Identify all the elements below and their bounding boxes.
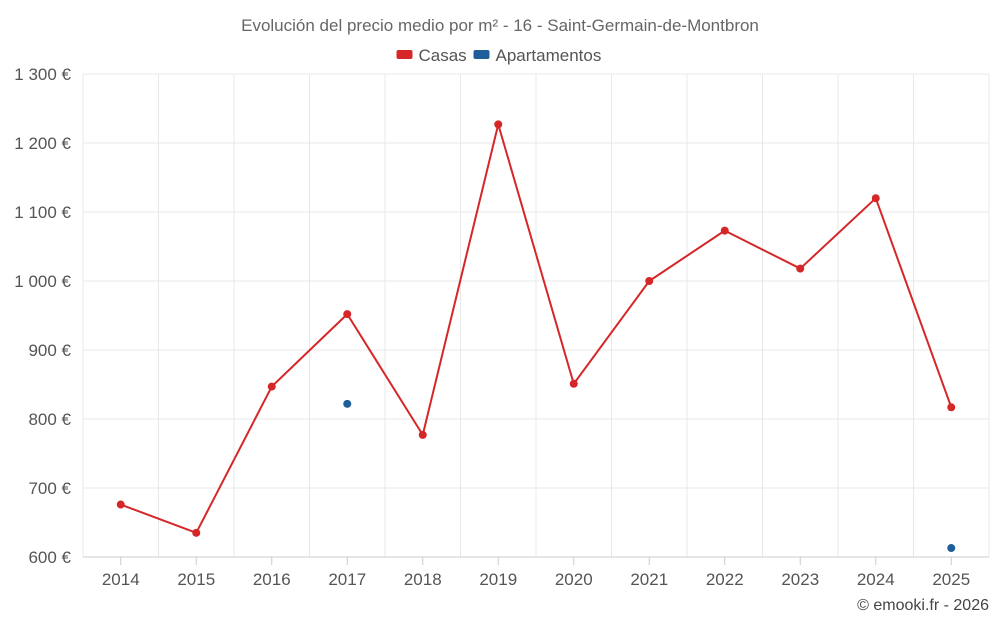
y-tick-label: 700 € <box>28 479 71 498</box>
x-tick-label: 2021 <box>630 570 668 589</box>
legend-label: Casas <box>419 46 467 65</box>
series-line-casas <box>120 123 953 534</box>
data-point-casas[interactable] <box>569 379 578 388</box>
x-tick-label: 2020 <box>555 570 593 589</box>
data-point-apartamentos[interactable] <box>343 399 352 408</box>
axes: 600 € 700 € 800 € 900 € 1 000 € 1 100 € 1 200 … <box>14 65 989 589</box>
x-tick-label: 2022 <box>706 570 744 589</box>
x-tick-label: 2018 <box>404 570 442 589</box>
x-tick-label: 2017 <box>328 570 366 589</box>
data-point-casas[interactable] <box>267 382 276 391</box>
legend-item-casas[interactable]: Casas <box>396 46 467 65</box>
y-tick-label: 1 200 € <box>14 134 71 153</box>
data-point-casas[interactable] <box>720 226 729 235</box>
x-tick-label: 2025 <box>932 570 970 589</box>
legend-swatch <box>473 50 490 59</box>
data-point-casas[interactable] <box>418 430 427 439</box>
x-tick-label: 2016 <box>253 570 291 589</box>
y-tick-label: 1 100 € <box>14 203 71 222</box>
data-point-casas[interactable] <box>494 120 503 129</box>
data-point-casas[interactable] <box>645 277 654 285</box>
y-tick-label: 900 € <box>28 341 71 360</box>
y-tick-label: 1 300 € <box>14 65 71 84</box>
data-point-casas[interactable] <box>871 194 880 203</box>
y-tick-label: 800 € <box>28 410 71 429</box>
legend: Casas Apartamentos <box>396 46 602 65</box>
series-layer <box>116 120 956 553</box>
x-tick-label: 2019 <box>479 570 517 589</box>
y-tick-label: 600 € <box>28 548 71 567</box>
legend-item-apartamentos[interactable]: Apartamentos <box>473 46 602 65</box>
x-tick-label: 2014 <box>102 570 140 589</box>
data-point-casas[interactable] <box>343 310 352 319</box>
x-tick-label: 2015 <box>177 570 215 589</box>
y-tick-label: 1 000 € <box>14 272 71 291</box>
series-apartamentos <box>343 399 956 553</box>
data-point-casas[interactable] <box>192 528 201 537</box>
legend-swatch <box>396 50 413 59</box>
data-point-apartamentos[interactable] <box>947 544 956 553</box>
chart-title: Evolución del precio medio por m² - 16 -… <box>241 16 759 35</box>
data-point-casas[interactable] <box>796 264 805 273</box>
grid <box>82 73 990 558</box>
series-casas <box>116 120 956 537</box>
x-tick-label: 2024 <box>857 570 895 589</box>
legend-label: Apartamentos <box>496 46 602 65</box>
data-point-casas[interactable] <box>947 403 956 412</box>
data-point-casas[interactable] <box>116 500 125 509</box>
credit-text: © emooki.fr - 2026 <box>857 597 989 614</box>
x-tick-label: 2023 <box>781 570 819 589</box>
